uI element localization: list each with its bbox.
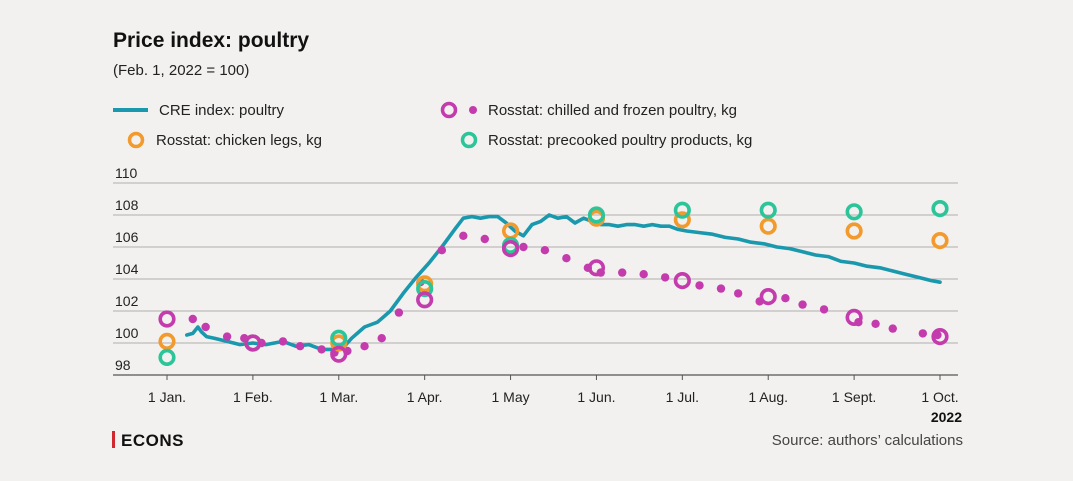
chilled-frozen-weekly-dot <box>295 342 305 351</box>
x-tick-label: 1 Jul. <box>666 389 699 405</box>
chilled-frozen-monthly-ring <box>416 291 434 309</box>
y-tick-label: 110 <box>115 165 138 181</box>
chilled-frozen-weekly-dot <box>733 289 743 298</box>
x-tick-label: 1 Aug. <box>748 389 788 405</box>
chilled-frozen-weekly-dot <box>480 234 489 244</box>
chilled-frozen-weekly-dot <box>888 324 897 333</box>
precooked-ring <box>416 280 434 298</box>
y-tick-label: 100 <box>115 325 139 341</box>
chilled-frozen-weekly-dot <box>819 305 829 314</box>
points-layer <box>158 200 949 367</box>
chilled-frozen-weekly-dot <box>798 300 807 309</box>
legend-item-chicken-legs: Rosstat: chicken legs, kg <box>127 131 322 149</box>
chilled-frozen-weekly-dot <box>377 334 386 343</box>
legend-item-cre: CRE index: poultry <box>113 102 285 119</box>
precooked-ring <box>931 200 949 218</box>
chilled-frozen-weekly-dot <box>394 308 404 317</box>
chilled-frozen-weekly-dot <box>781 294 790 303</box>
legend-item-precooked: Rosstat: precooked poultry products, kg <box>460 131 752 149</box>
chilled-frozen-weekly-dot <box>437 246 447 255</box>
legend-dot-swatch <box>469 106 477 114</box>
chilled-frozen-monthly-ring <box>759 288 777 306</box>
x-tick-label: 1 May <box>491 389 529 405</box>
chilled-frozen-weekly-dot <box>540 246 550 255</box>
chilled-frozen-weekly-dot <box>201 322 210 332</box>
source-note: Source: authors’ calculations <box>772 432 963 449</box>
chilled-frozen-weekly-dot <box>562 254 571 263</box>
chilled-frozen-weekly-dot <box>918 329 928 338</box>
chilled-frozen-monthly-ring <box>244 334 262 352</box>
legend-label-cre: CRE index: poultry <box>159 102 285 119</box>
chicken-legs-ring <box>759 217 777 235</box>
y-tick-label: 98 <box>115 357 131 373</box>
legend-item-chilled-frozen: Rosstat: chilled and frozen poultry, kg <box>440 101 737 119</box>
chicken-legs-ring <box>158 332 176 351</box>
chilled-frozen-monthly-ring <box>330 345 348 363</box>
legend-ring-swatch <box>460 131 478 149</box>
precooked-ring <box>759 201 777 219</box>
precooked-ring <box>845 203 863 221</box>
chicken-legs-ring <box>931 232 949 250</box>
chilled-frozen-weekly-dot <box>459 231 468 240</box>
chart-subtitle: (Feb. 1, 2022 = 100) <box>113 62 249 79</box>
precooked-ring <box>673 201 691 219</box>
chicken-legs-ring <box>845 222 863 240</box>
chilled-frozen-weekly-dot <box>317 345 326 354</box>
chilled-frozen-weekly-dot <box>360 342 369 351</box>
chilled-frozen-monthly-ring <box>673 272 691 290</box>
chilled-frozen-weekly-dot <box>660 273 670 282</box>
precooked-ring <box>330 329 348 347</box>
year-label: 2022 <box>931 409 962 425</box>
chilled-frozen-monthly-ring <box>845 308 863 327</box>
chilled-frozen-monthly-ring <box>158 310 176 328</box>
chilled-frozen-weekly-dot <box>519 242 528 252</box>
chilled-frozen-weekly-dot <box>695 281 704 290</box>
legend-label-chilled-frozen: Rosstat: chilled and frozen poultry, kg <box>488 102 737 119</box>
chilled-frozen-weekly-dot <box>222 332 232 341</box>
legend: CRE index: poultry Rosstat: chilled and … <box>113 101 752 149</box>
y-tick-label: 108 <box>115 197 139 213</box>
y-tick-label: 106 <box>115 229 139 245</box>
x-tick-label: 1 Sept. <box>832 389 876 405</box>
red-vertical-bar-icon <box>112 431 115 448</box>
y-axis: 98 100 102 104 106 108 110 <box>115 165 139 373</box>
legend-label-precooked: Rosstat: precooked poultry products, kg <box>488 132 752 149</box>
x-tick-label: 1 Feb. <box>233 389 273 405</box>
legend-label-chicken-legs: Rosstat: chicken legs, kg <box>156 132 322 149</box>
chicken-legs-ring <box>673 211 691 229</box>
x-tick-label: 1 Apr. <box>407 389 443 405</box>
chilled-frozen-weekly-dot <box>716 284 726 293</box>
chilled-frozen-monthly-ring <box>587 259 606 277</box>
y-tick-label: 104 <box>115 261 139 277</box>
cre-index-line <box>185 213 942 352</box>
x-tick-label: 1 Mar. <box>319 389 358 405</box>
legend-ring-swatch <box>127 131 145 149</box>
chilled-frozen-weekly-dot <box>188 314 197 324</box>
precooked-ring <box>158 348 176 367</box>
precooked-ring <box>587 206 606 224</box>
legend-ring-swatch <box>440 101 458 119</box>
chilled-frozen-monthly-ring <box>931 328 949 346</box>
y-tick-label: 102 <box>115 293 139 309</box>
x-axis: 1 Jan. 1 Feb. 1 Mar. 1 Apr. 1 May 1 Jun. 1 Jul… <box>148 375 959 405</box>
brand-logo: ECONS <box>121 431 184 450</box>
chart-title: Price index: poultry <box>113 29 309 52</box>
cre-line-layer <box>185 213 942 352</box>
chilled-frozen-weekly-dot <box>278 337 288 346</box>
chilled-frozen-monthly-ring <box>501 240 520 258</box>
x-tick-label: 1 Oct. <box>921 389 958 405</box>
chilled-frozen-weekly-dot <box>639 270 648 279</box>
chilled-frozen-weekly-dot <box>871 319 880 328</box>
x-tick-label: 1 Jan. <box>148 389 186 405</box>
chilled-frozen-weekly-dot <box>618 268 627 277</box>
x-tick-label: 1 Jun. <box>577 389 615 405</box>
